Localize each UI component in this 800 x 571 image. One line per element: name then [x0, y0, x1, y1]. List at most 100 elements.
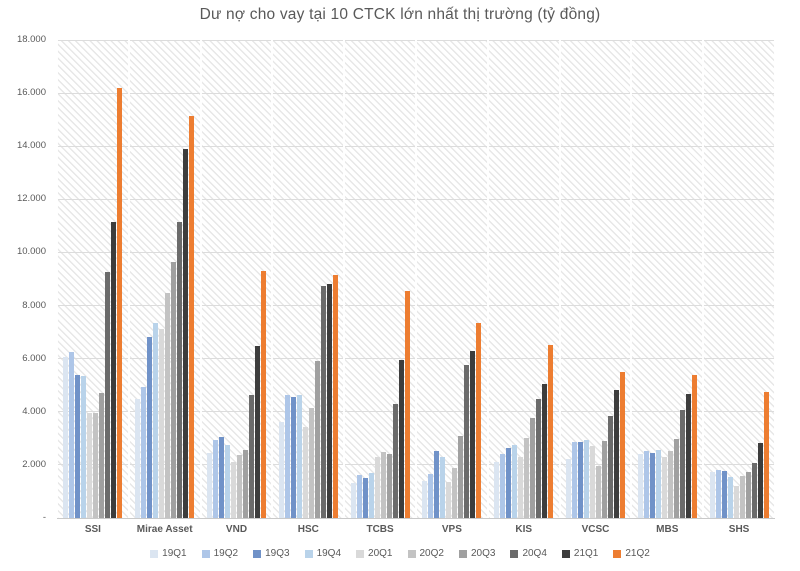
- bar-vcsc-20Q4: [607, 416, 613, 518]
- bar-vps-19Q2: [428, 474, 434, 518]
- legend-label-19Q1: 19Q1: [162, 548, 187, 559]
- category-separator: [343, 40, 345, 518]
- bar-mirae-asset-20Q4: [177, 222, 183, 518]
- bar-vcsc-19Q4: [583, 439, 589, 518]
- bar-kis-20Q3: [530, 418, 536, 518]
- bar-hsc-21Q2: [332, 275, 338, 518]
- bar-group-tcbs: [344, 40, 416, 518]
- bar-group-mbs: [631, 40, 703, 518]
- category-separator: [774, 40, 776, 518]
- bar-vnd-19Q1: [206, 453, 212, 518]
- bar-mirae-asset-21Q1: [183, 148, 189, 518]
- bar-mbs-19Q2: [643, 450, 649, 518]
- category-separator: [56, 40, 58, 518]
- y-tick-label: 4.000: [22, 405, 46, 417]
- bar-hsc-20Q2: [308, 407, 314, 518]
- x-axis-label-vnd: VND: [225, 524, 248, 535]
- bar-ssi-19Q1: [63, 357, 69, 518]
- bar-vcsc-19Q2: [571, 441, 577, 518]
- bar-tcbs-19Q2: [356, 474, 362, 518]
- bar-mbs-19Q1: [637, 454, 643, 518]
- bar-shs-19Q3: [721, 470, 727, 518]
- bar-kis-19Q1: [494, 462, 500, 518]
- bar-ssi-19Q3: [75, 375, 81, 518]
- bar-tcbs-20Q1: [374, 456, 380, 518]
- bar-shs-20Q2: [739, 475, 745, 518]
- bar-vnd-19Q2: [212, 439, 218, 518]
- bar-mirae-asset-19Q3: [147, 336, 153, 518]
- legend-item-19Q4: 19Q4: [304, 548, 342, 559]
- x-axis-label-shs: SHS: [728, 524, 750, 535]
- category-separator: [702, 40, 704, 518]
- x-axis-label-vcsc: VCSC: [581, 524, 610, 535]
- bar-vps-20Q1: [446, 482, 452, 518]
- bar-mirae-asset-19Q4: [153, 323, 159, 518]
- bar-vcsc-19Q3: [577, 442, 583, 518]
- legend-swatch-20Q3: [458, 549, 467, 558]
- bar-ssi-20Q1: [87, 412, 93, 518]
- bar-group-kis: [488, 40, 560, 518]
- legend-label-20Q2: 20Q2: [419, 548, 444, 559]
- bar-mirae-asset-20Q2: [165, 293, 171, 518]
- bar-mbs-19Q3: [649, 453, 655, 518]
- legend-label-20Q4: 20Q4: [522, 548, 547, 559]
- legend-item-19Q1: 19Q1: [150, 548, 187, 559]
- bar-kis-19Q4: [512, 444, 518, 518]
- bar-mirae-asset-20Q1: [159, 329, 165, 518]
- legend-swatch-19Q1: [150, 549, 159, 558]
- bar-vps-20Q4: [464, 365, 470, 518]
- legend-swatch-20Q4: [510, 549, 519, 558]
- bar-kis-20Q1: [518, 456, 524, 518]
- bar-shs-19Q4: [727, 476, 733, 518]
- y-tick-label: 10.000: [16, 246, 46, 258]
- bar-tcbs-20Q2: [380, 452, 386, 518]
- bar-vps-20Q2: [452, 467, 458, 518]
- bar-shs-19Q1: [709, 471, 715, 518]
- bar-mirae-asset-19Q2: [141, 386, 147, 518]
- bar-kis-19Q2: [500, 454, 506, 518]
- x-axis: SSI Mirae Asset VND HSC TCBS VPS KIS VCSC MBS SHS: [57, 524, 775, 535]
- y-tick-label: -: [42, 512, 46, 523]
- bar-shs-20Q3: [745, 471, 751, 518]
- legend-swatch-21Q2: [613, 549, 622, 558]
- legend: 19Q1 19Q2 19Q3 19Q4 20Q1 20Q2 20Q3 20Q4 21Q1 21Q2: [0, 548, 800, 559]
- y-tick-label: 14.000: [16, 140, 46, 152]
- legend-swatch-19Q3: [253, 549, 262, 558]
- bar-shs-21Q1: [757, 443, 763, 518]
- bar-ssi-20Q4: [105, 272, 111, 518]
- bar-mbs-20Q4: [679, 410, 685, 518]
- bar-vcsc-21Q1: [613, 390, 619, 518]
- y-tick-label: 18.000: [16, 34, 46, 45]
- bar-shs-20Q4: [751, 463, 757, 518]
- bar-vnd-20Q2: [236, 454, 242, 518]
- category-separator: [415, 40, 417, 518]
- bar-vps-21Q1: [470, 350, 476, 518]
- legend-item-20Q3: 20Q3: [458, 548, 495, 559]
- legend-item-20Q2: 20Q2: [407, 548, 444, 559]
- bar-kis-21Q1: [542, 383, 548, 518]
- legend-label-19Q3: 19Q3: [265, 548, 290, 559]
- x-axis-label-kis: KIS: [515, 524, 533, 535]
- bar-group-vcsc: [560, 40, 632, 518]
- legend-swatch-20Q2: [407, 549, 416, 558]
- bar-hsc-19Q2: [284, 395, 290, 518]
- bar-mirae-asset-19Q1: [135, 399, 141, 518]
- bar-ssi-20Q2: [93, 413, 99, 518]
- bar-vps-19Q4: [440, 456, 446, 518]
- bar-vnd-21Q1: [254, 346, 260, 518]
- legend-label-21Q2: 21Q2: [625, 548, 650, 559]
- legend-item-21Q1: 21Q1: [561, 548, 598, 559]
- legend-item-19Q3: 19Q3: [253, 548, 290, 559]
- bar-mbs-20Q1: [661, 456, 667, 518]
- bar-vps-19Q1: [422, 481, 428, 518]
- legend-label-19Q4: 19Q4: [316, 548, 342, 559]
- bar-vnd-19Q4: [224, 444, 230, 518]
- bar-vcsc-20Q2: [595, 466, 601, 518]
- category-separator: [487, 40, 489, 518]
- x-axis-label-hsc: HSC: [297, 524, 319, 535]
- bar-mbs-21Q1: [685, 394, 691, 518]
- x-axis-label-vps: VPS: [441, 524, 462, 535]
- bar-hsc-20Q4: [320, 285, 326, 518]
- bar-group-vnd: [201, 40, 273, 518]
